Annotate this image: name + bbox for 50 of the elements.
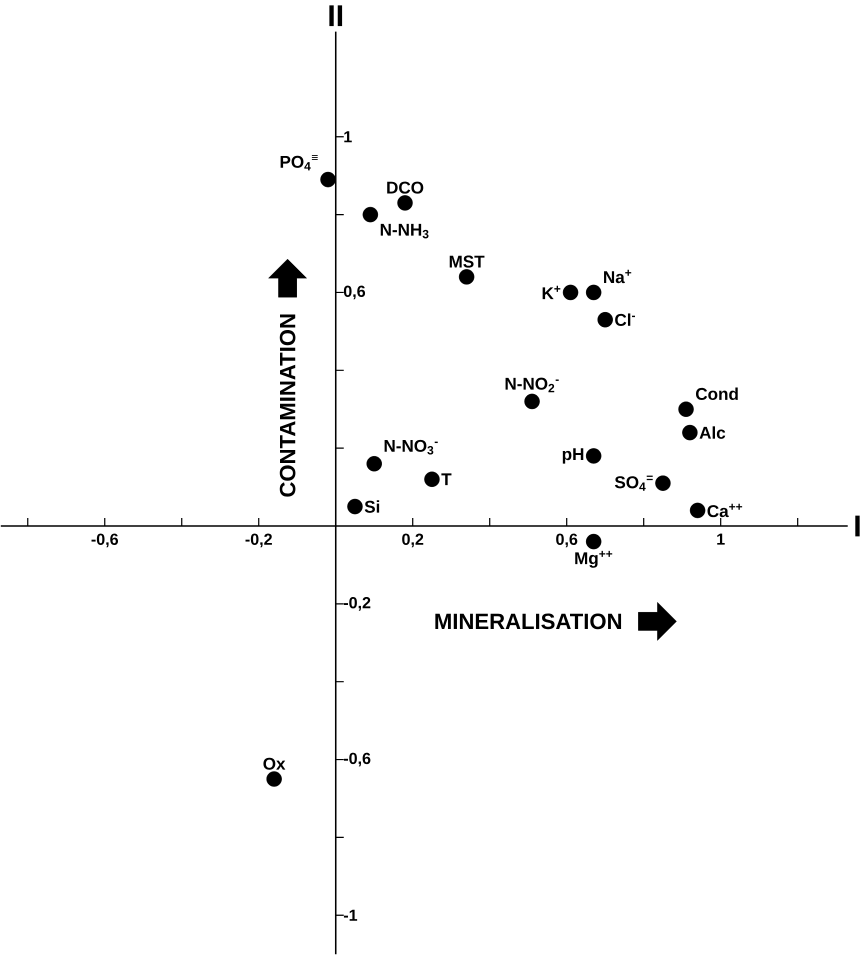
point — [366, 456, 382, 472]
point — [397, 195, 413, 211]
annotation: DCO — [387, 182, 424, 194]
annotation: Ca$^{++}$ — [708, 504, 742, 518]
y-tick-label: 0,6 — [344, 286, 366, 300]
point — [690, 502, 706, 518]
y-tick-label: 1 — [344, 131, 352, 142]
point — [320, 172, 336, 188]
point — [597, 312, 613, 328]
point — [266, 771, 282, 787]
annotation: Cond — [696, 387, 738, 400]
point — [524, 394, 540, 410]
annotation: SO$_{4}$= — [614, 476, 653, 491]
point — [586, 534, 602, 550]
x-tick-label: -0,2 — [246, 534, 272, 548]
y-tick-label: -0,2 — [344, 597, 370, 611]
annotation: N-NO$_{2}$- — [506, 378, 559, 392]
annotation: N-NO$_{3}$- — [384, 440, 438, 454]
annotation: CONTAMINATION — [280, 314, 296, 497]
point — [562, 284, 578, 300]
annotation: Alc — [700, 426, 726, 439]
point — [347, 498, 363, 514]
annotation: Mg$^{++}$ — [575, 550, 612, 568]
annotation: MST — [450, 256, 484, 268]
annotation: MINERALISATION — [435, 614, 622, 630]
annotation: Cl$^{-}$ — [615, 313, 636, 326]
point — [458, 269, 474, 285]
point — [678, 401, 694, 417]
x-axis-title: I — [855, 516, 860, 536]
point — [424, 472, 440, 488]
annotation: Si — [364, 500, 380, 513]
point — [655, 475, 671, 491]
point — [682, 424, 698, 440]
annotation: Ox — [263, 758, 286, 770]
y-axis-title: II — [329, 5, 342, 26]
x-tick-label: 0,2 — [402, 534, 424, 548]
annotation: T — [441, 473, 452, 486]
y-tick-label: -0,6 — [344, 752, 370, 766]
y-tick-label: -1 — [344, 910, 358, 921]
annotation: PO$_{4}$≡ — [280, 154, 318, 170]
x-tick-label: 1 — [717, 534, 725, 545]
annotation: N-NH$_{3}$ — [380, 224, 429, 238]
annotation: Na$^{+}$ — [604, 270, 632, 284]
annotation: K$^{+}$ — [542, 286, 560, 300]
annotation: pH — [562, 448, 584, 464]
point — [362, 206, 378, 222]
point — [586, 284, 602, 300]
x-tick-label: -0,6 — [92, 534, 118, 548]
x-tick-label: 0,6 — [556, 534, 578, 548]
point — [586, 448, 602, 464]
